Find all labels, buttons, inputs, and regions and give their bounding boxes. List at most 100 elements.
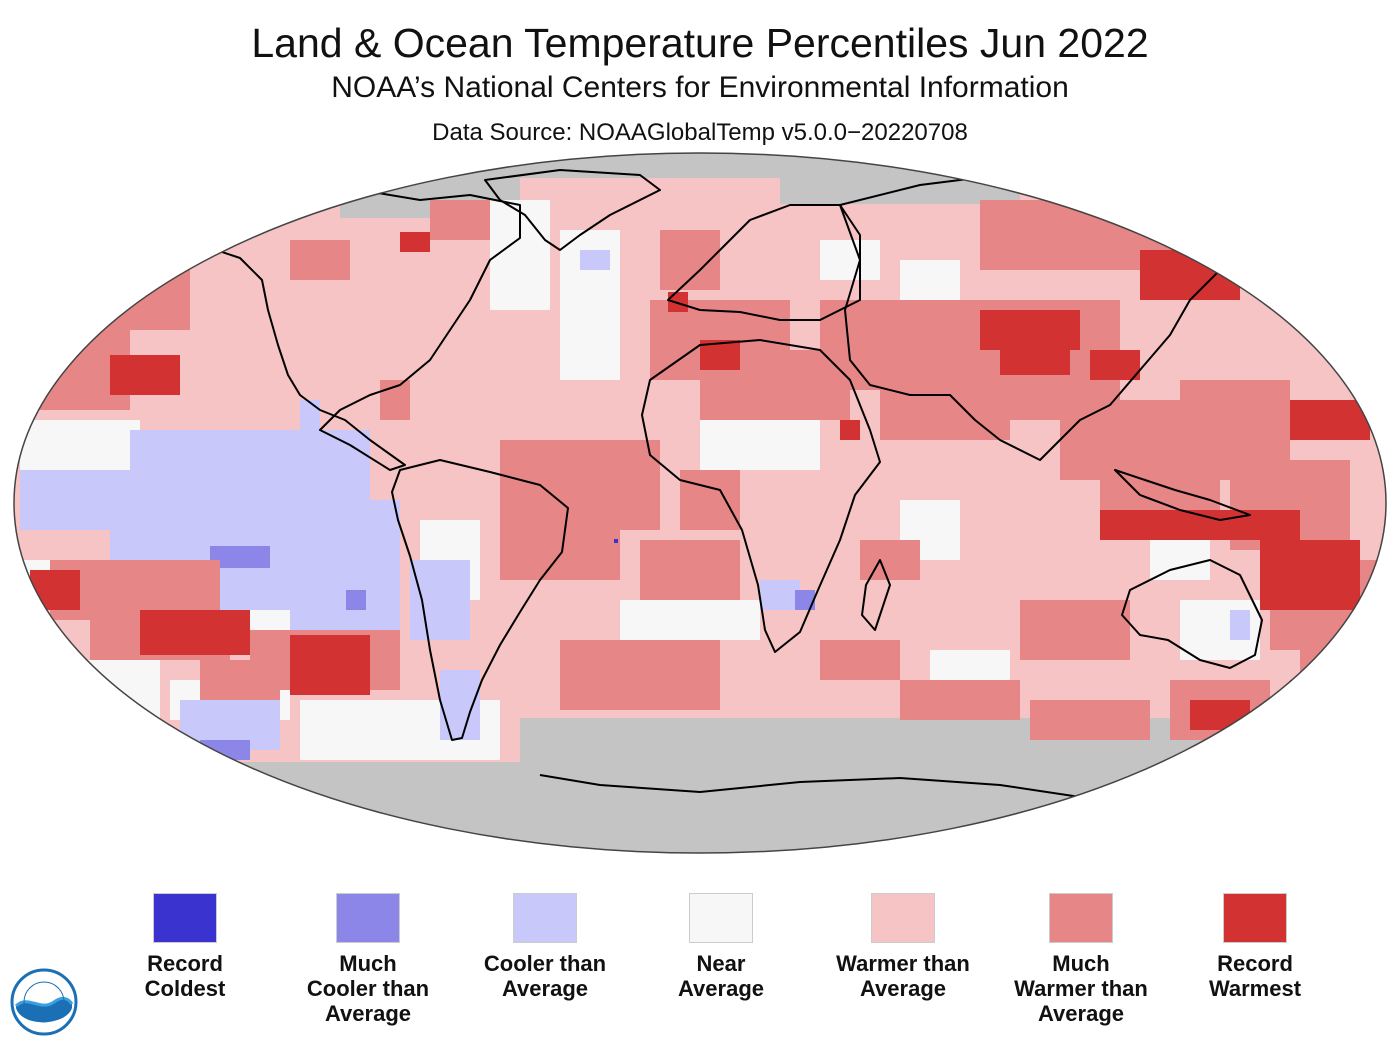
record-warmest-cell [980, 310, 1080, 350]
legend-label-line: Warmer than [1014, 976, 1148, 1001]
much-warmer-cell [900, 680, 1020, 720]
record-warmest-cell [290, 635, 370, 695]
legend-label-line: Cooler than [483, 951, 607, 976]
map-subtitle: NOAA’s National Centers for Environmenta… [331, 71, 1069, 104]
no-data-region [14, 762, 520, 853]
globe-border [13, 152, 1387, 854]
record-warmest-cell [30, 570, 80, 610]
legend-swatch [689, 893, 753, 943]
much-warmer-cell [640, 540, 740, 600]
legend-item: Near Average [636, 893, 806, 1001]
legend-label-line: Cooler than [306, 976, 430, 1001]
much-warmer-cell [1180, 380, 1290, 460]
record-warmest-cell [140, 610, 250, 655]
australia-outline [1121, 559, 1263, 669]
legend-item: Much Cooler than Average [283, 893, 453, 1026]
legend-swatch [1049, 893, 1113, 943]
near-average-cell [700, 420, 820, 470]
africa-outline [641, 339, 881, 653]
much-cooler-cell [210, 546, 270, 568]
legend-label: Much Warmer than Average [996, 951, 1166, 1026]
cooler-cell [300, 400, 320, 440]
legend-label-line: Warmest [1208, 976, 1302, 1001]
legend-label-line: Average [859, 976, 946, 1001]
legend-label: Cooler than Average [460, 951, 630, 1001]
near-average-cell [1150, 540, 1210, 580]
legend-label: Record Warmest [1170, 951, 1340, 1001]
north-america-outline [204, 189, 521, 471]
legend-label-line: Much [339, 951, 397, 976]
cooler-cell [580, 250, 610, 270]
no-data-region [1090, 178, 1290, 208]
record-warmest-cell [1290, 400, 1370, 440]
cooler-cell [440, 670, 480, 740]
continent-outlines [204, 169, 1331, 806]
south-america-outline [391, 459, 569, 741]
no-data-region [160, 178, 300, 208]
anomaly-cells [14, 153, 1386, 853]
legend-item: Record Warmest [1170, 893, 1340, 1001]
much-warmer-cell [560, 640, 720, 710]
legend-label: Warmer than Average [818, 951, 988, 1001]
legend-item: Warmer than Average [818, 893, 988, 1001]
legend-swatch [871, 893, 935, 943]
no-data-region [14, 153, 1386, 178]
much-warmer-cell [1020, 600, 1130, 660]
much-warmer-cell [290, 240, 350, 280]
data-source: Data Source: NOAAGlobalTemp v5.0.0−20220… [432, 119, 968, 146]
legend-swatch [1223, 893, 1287, 943]
much-warmer-cell [860, 540, 920, 580]
much-warmer-cell [200, 660, 280, 700]
much-warmer-cell [500, 440, 660, 530]
much-warmer-cell [1030, 700, 1150, 740]
cooler-cell [760, 580, 800, 610]
record-warmest-cell [1190, 700, 1250, 730]
cooler-cell [410, 560, 470, 640]
cooler-cell [1230, 610, 1250, 640]
legend-item: Much Warmer than Average [996, 893, 1166, 1026]
record-warmest-cell [668, 292, 688, 312]
much-cooler-cell [346, 590, 366, 610]
near-average-cell [820, 240, 880, 280]
legend-label-line: Average [1037, 1001, 1124, 1026]
record-warmest-cell [840, 420, 860, 440]
legend-label: Near Average [636, 951, 806, 1001]
much-warmer-cell [820, 640, 900, 680]
legend-label: Much Cooler than Average [283, 951, 453, 1026]
record-warmest-cell [400, 232, 430, 252]
much-warmer-cell [1300, 640, 1360, 700]
record-warmest-cell [110, 355, 180, 395]
legend-item: Record Coldest [100, 893, 270, 1001]
much-warmer-cell [500, 520, 620, 580]
legend-label-line: Record [1217, 951, 1293, 976]
record-warmest-cell [1090, 350, 1140, 380]
much-warmer-cell [680, 470, 740, 530]
legend-label-line: Much [1052, 951, 1110, 976]
near-average-cell [900, 260, 960, 300]
record-coldest-cell [614, 539, 618, 543]
much-cooler-cell [200, 740, 250, 760]
madagascar-outline [861, 559, 891, 631]
greenland-outline [484, 169, 661, 251]
near-average-cell [40, 660, 160, 720]
much-warmer-cell [820, 300, 980, 390]
indonesia-outline [1114, 469, 1251, 521]
legend-swatch [153, 893, 217, 943]
map-title: Land & Ocean Temperature Percentiles Jun… [251, 20, 1149, 66]
legend-label-line: Average [324, 1001, 411, 1026]
world-percentile-map [13, 152, 1387, 854]
noaa-logo-icon [10, 968, 78, 1036]
much-cooler-cell [795, 590, 815, 610]
europe-outline [667, 204, 861, 321]
legend-label-line: Average [501, 976, 588, 1001]
near-average-cell [620, 600, 760, 640]
legend-swatch [513, 893, 577, 943]
much-warmer-cell [430, 200, 490, 240]
cooler-cell [130, 430, 370, 500]
legend-label-line: Warmer than [836, 951, 970, 976]
record-warmest-cell [1290, 680, 1340, 710]
much-warmer-cell [30, 240, 190, 330]
legend-label-line: Average [677, 976, 764, 1001]
legend-label-line: Near [696, 951, 746, 976]
legend-label: Record Coldest [100, 951, 270, 1001]
